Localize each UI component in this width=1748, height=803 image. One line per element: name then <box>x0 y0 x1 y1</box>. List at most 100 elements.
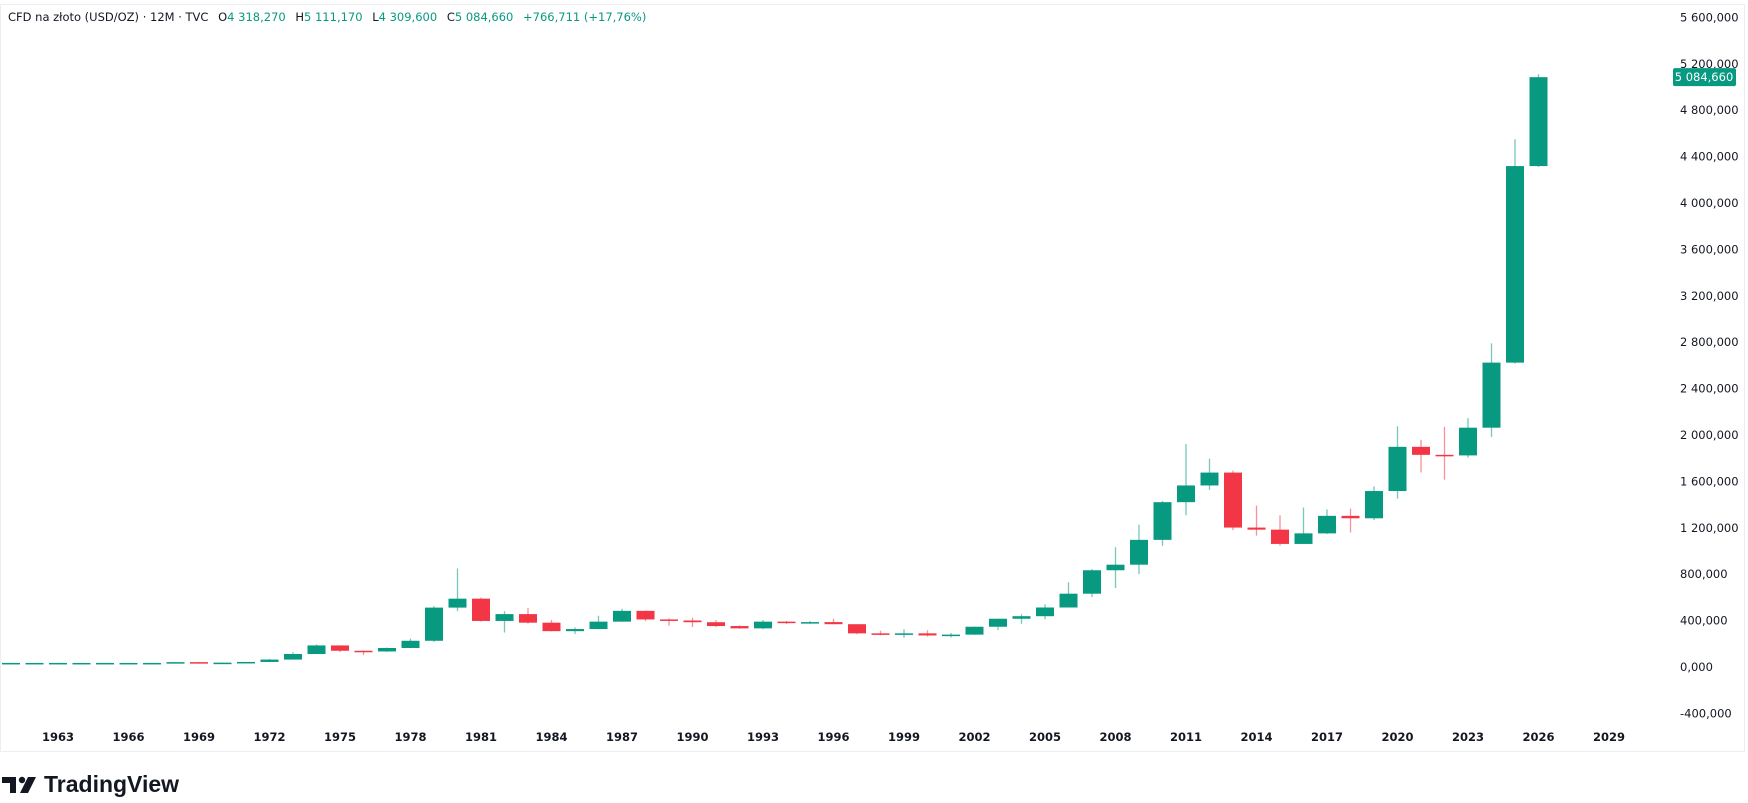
time-tick-label: 1975 <box>324 730 356 744</box>
candle-2009 <box>1130 524 1148 575</box>
candle-2022 <box>1435 426 1454 480</box>
candle-2003 <box>989 618 1007 630</box>
low-value: 4 309,600 <box>378 10 438 24</box>
open-value: 4 318,270 <box>227 10 286 24</box>
candle-body <box>72 662 91 665</box>
candle-body <box>942 634 960 637</box>
candle-1989 <box>660 618 678 626</box>
candles <box>2 74 1548 665</box>
candle-body <box>472 598 490 621</box>
candle-2026 <box>1529 74 1548 168</box>
candle-body <box>25 662 44 665</box>
time-tick-label: 2023 <box>1452 730 1484 744</box>
time-tick-label: 1993 <box>747 730 779 744</box>
candle-1975 <box>331 645 349 653</box>
candle-2012 <box>1200 458 1219 490</box>
price-tick-label: 2 400,000 <box>1680 382 1739 396</box>
candle-2015 <box>1271 515 1289 546</box>
open-label: O <box>218 10 228 24</box>
time-tick-label: 2029 <box>1593 730 1625 744</box>
candle-body <box>777 621 796 624</box>
candle-1980 <box>448 568 467 612</box>
price-axis: 5 600,000 5 200,000 4 800,000 4 400,000 4 00… <box>1680 10 1739 720</box>
candle-body <box>636 610 655 620</box>
candle-body <box>1083 570 1101 594</box>
time-tick-label: 2014 <box>1240 730 1272 744</box>
candle-1995 <box>801 621 819 624</box>
time-tick-label: 2008 <box>1099 730 1131 744</box>
time-tick-label: 2020 <box>1381 730 1413 744</box>
candle-1961 <box>2 662 20 665</box>
candle-body <box>1177 485 1195 503</box>
low-label: L <box>372 10 379 24</box>
candle-2023 <box>1459 418 1477 458</box>
time-tick-label: 1969 <box>183 730 215 744</box>
candle-body <box>448 598 467 608</box>
candle-1964 <box>72 662 91 665</box>
candle-2000 <box>918 630 937 637</box>
last-price-tag-text: 5 084,660 <box>1675 70 1734 84</box>
candle-1969 <box>190 661 208 664</box>
candle-body <box>190 662 208 664</box>
candle-body <box>589 621 608 630</box>
symbol-title[interactable]: CFD na złoto (USD/OZ) · 12M · TVC <box>8 10 209 24</box>
candle-2001 <box>942 633 960 638</box>
candle-body <box>871 633 890 635</box>
price-tick-label: 1 600,000 <box>1680 474 1739 488</box>
candle-2017 <box>1318 509 1336 535</box>
price-tick-label: 4 800,000 <box>1680 103 1739 117</box>
candle-body <box>566 629 584 632</box>
candle-body <box>1459 427 1477 456</box>
price-tick-label: 4 400,000 <box>1680 150 1739 164</box>
candle-body <box>918 633 937 636</box>
candle-1968 <box>166 662 185 664</box>
time-tick-label: 2026 <box>1522 730 1554 744</box>
candle-2024 <box>1482 343 1501 437</box>
candle-1982 <box>495 611 514 633</box>
candle-body <box>331 645 349 651</box>
candle-1998 <box>871 630 890 636</box>
price-tick-label: 2 800,000 <box>1680 335 1739 349</box>
candle-body <box>848 624 866 634</box>
candle-body <box>307 645 326 655</box>
candle-1986 <box>589 615 608 630</box>
candle-2016 <box>1294 507 1313 544</box>
candle-body <box>119 662 138 665</box>
candle-1981 <box>472 597 490 622</box>
candle-body <box>542 622 561 632</box>
candle-body <box>754 621 772 629</box>
candle-1966 <box>119 662 138 665</box>
time-tick-label: 1984 <box>535 730 567 744</box>
candle-1991 <box>707 620 725 628</box>
high-label: H <box>295 10 305 24</box>
candle-body <box>1130 539 1148 565</box>
time-tick-label: 1978 <box>394 730 426 744</box>
tradingview-logo[interactable]: TradingView <box>2 771 179 798</box>
candle-body <box>166 662 185 664</box>
candle-1997 <box>848 624 866 635</box>
candle-2021 <box>1412 439 1430 473</box>
candle-2004 <box>1012 614 1031 624</box>
price-tick-label: -400,000 <box>1680 706 1732 720</box>
brand-name: TradingView <box>44 771 180 797</box>
candle-body <box>260 659 279 662</box>
price-tick-label: 800,000 <box>1680 567 1728 581</box>
candle-body <box>965 626 984 635</box>
candle-body <box>1341 515 1360 519</box>
time-tick-label: 1972 <box>253 730 285 744</box>
candle-1974 <box>307 644 326 655</box>
candle-2025 <box>1506 139 1524 364</box>
candle-2020 <box>1388 426 1407 499</box>
time-axis: 1963 1966 1969 1972 1975 1978 1981 1984 1987 1990… <box>42 730 1625 744</box>
time-tick-label: 2017 <box>1311 730 1343 744</box>
ohlc-legend: CFD na złoto (USD/OZ) · 12M · TVC O4 318… <box>8 10 646 24</box>
candle-2005 <box>1036 604 1054 620</box>
candle-body <box>1412 446 1430 455</box>
close-label: C <box>446 10 455 24</box>
candle-2007 <box>1083 568 1101 598</box>
candle-2006 <box>1059 582 1078 608</box>
candle-body <box>1012 616 1031 619</box>
candle-1999 <box>895 629 913 638</box>
candle-body <box>354 650 373 653</box>
